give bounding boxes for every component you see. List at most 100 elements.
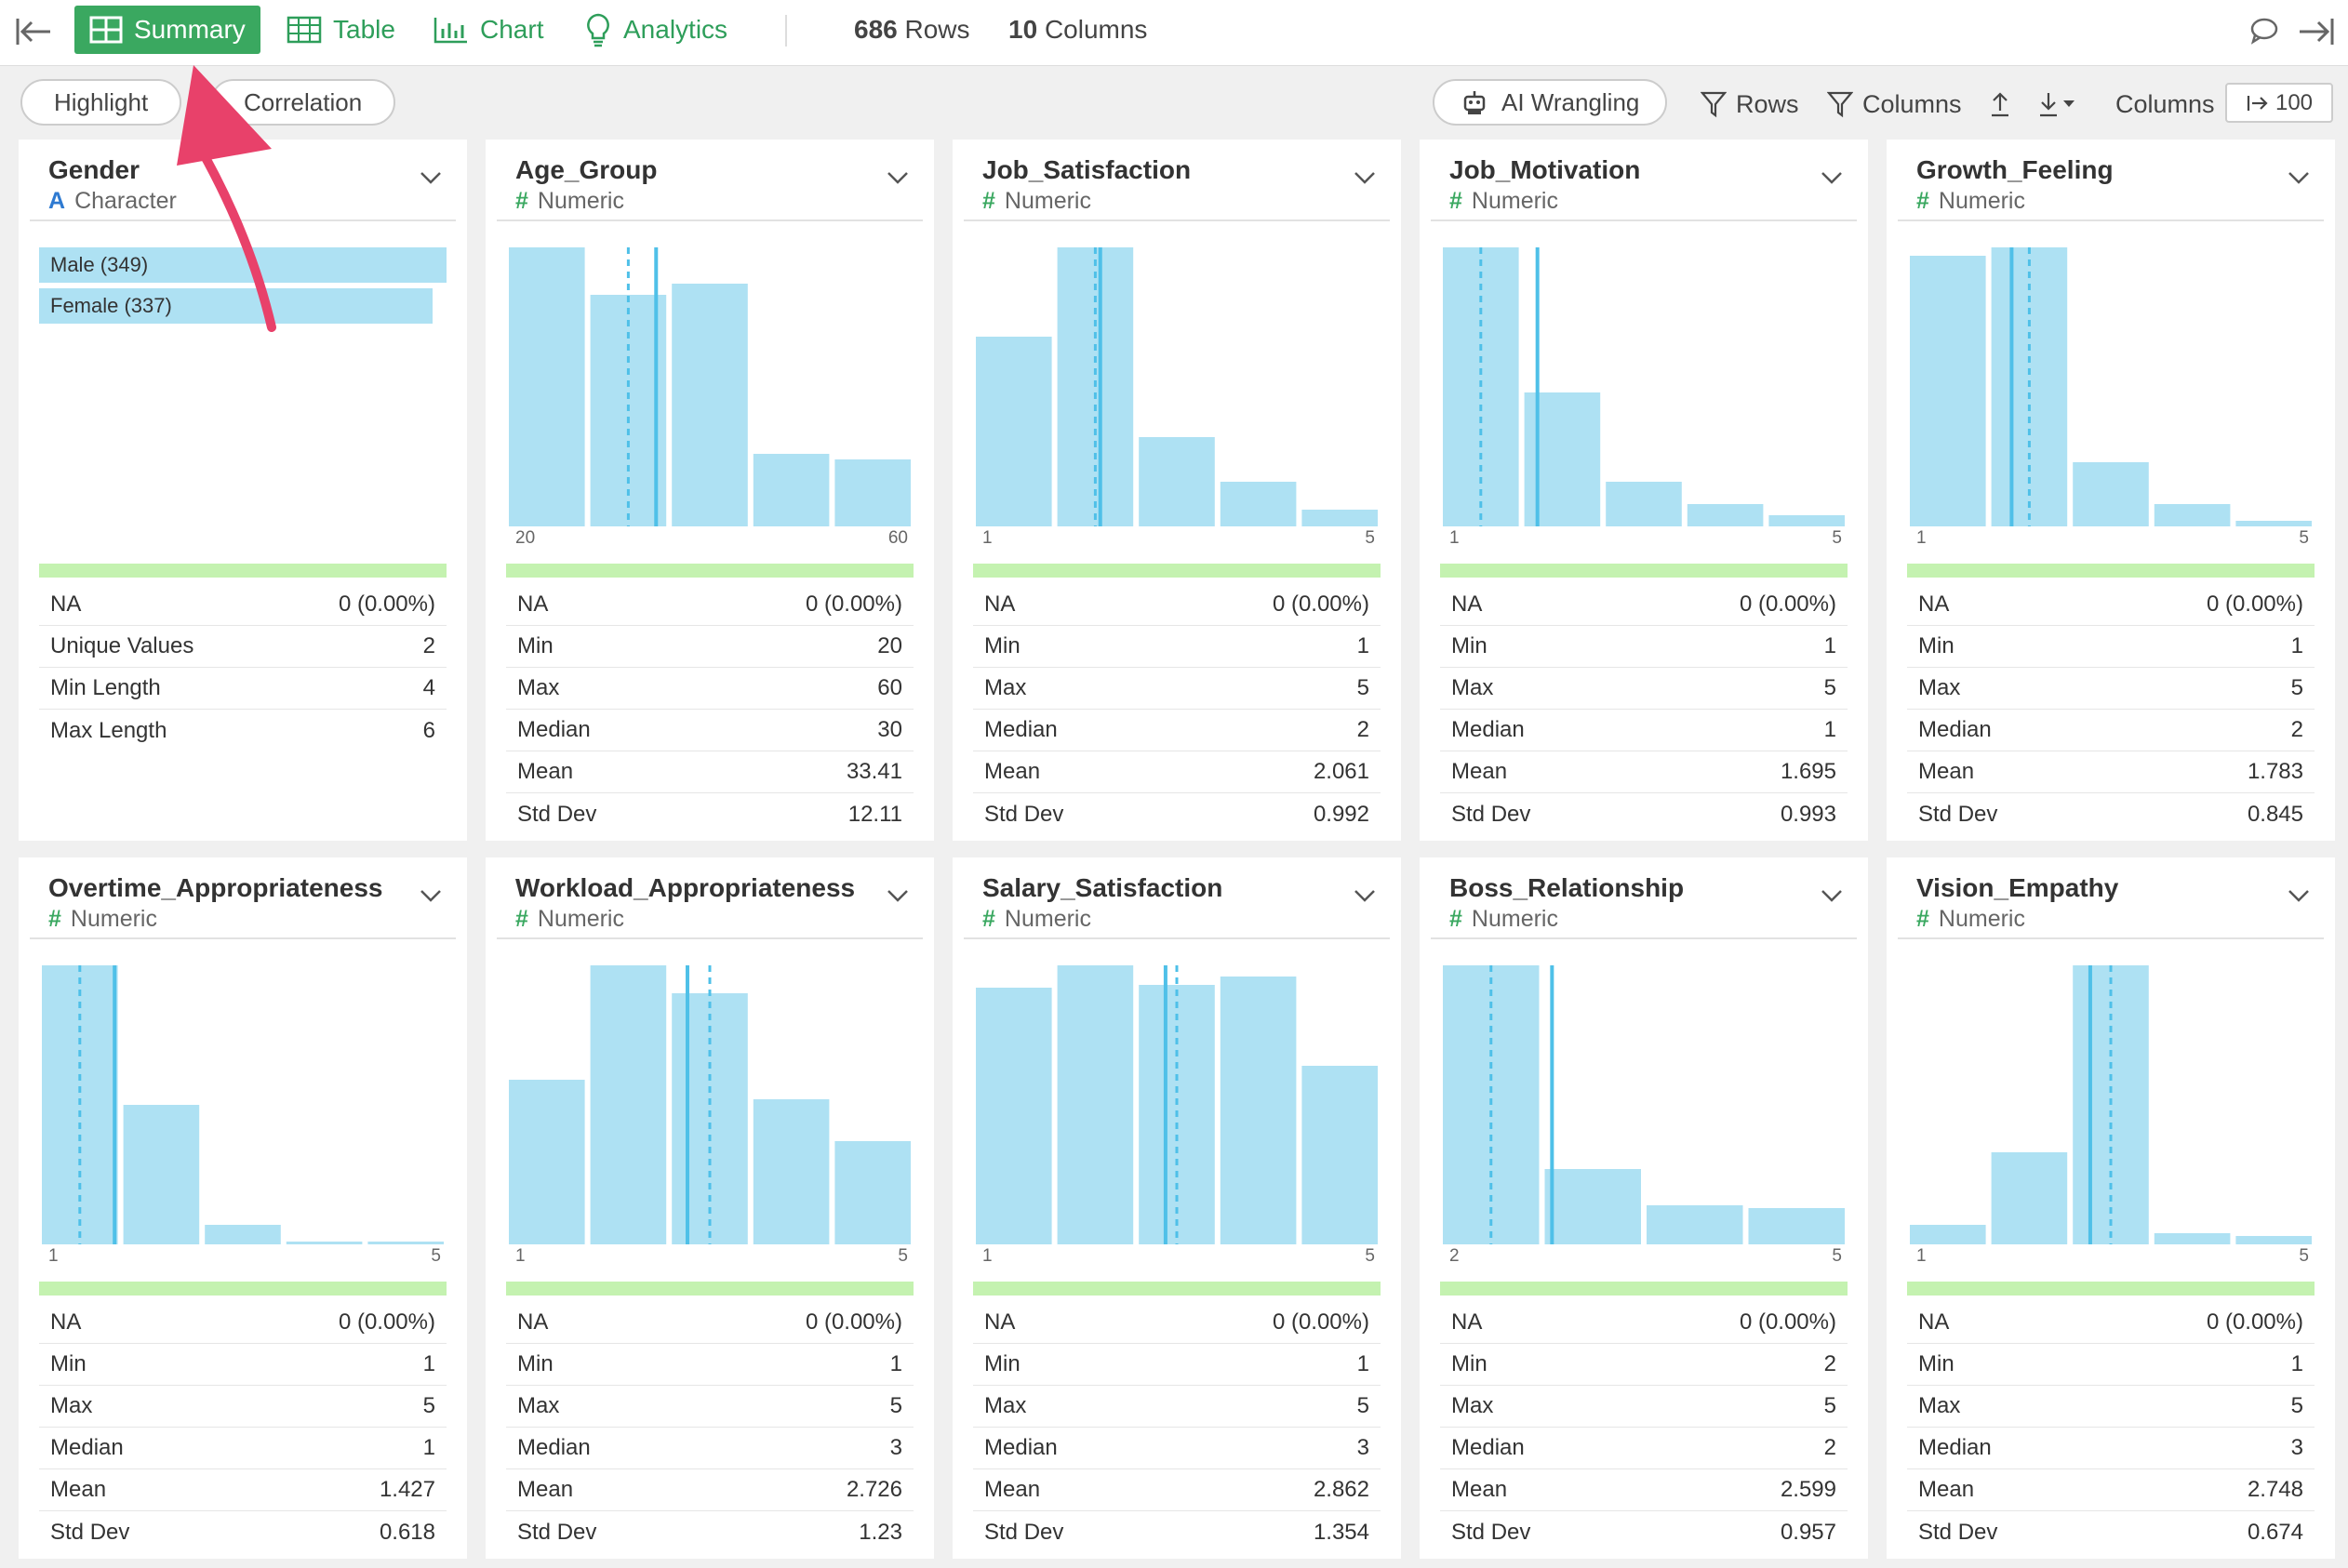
stat-label: Mean [50, 1477, 107, 1502]
histogram-bar[interactable] [2154, 1233, 2231, 1244]
stat-label: Median [50, 1435, 124, 1460]
column-header: Gender A Character [30, 140, 456, 221]
column-name: Overtime_Appropriateness [48, 873, 383, 902]
sort-descending-button[interactable] [2037, 86, 2078, 123]
histogram-bar[interactable] [834, 1141, 911, 1244]
column-type-label: Numeric [1471, 906, 1558, 932]
stat-label: Median [1918, 717, 1992, 742]
rows-filter-button[interactable]: Rows [1701, 86, 1799, 123]
histogram-bar[interactable] [590, 965, 667, 1244]
stat-row: Min 2 [1440, 1344, 1848, 1386]
category-bar[interactable]: Female (337) [39, 288, 433, 324]
chevron-down-icon[interactable] [419, 887, 443, 909]
axis-max-label: 5 [1365, 1246, 1375, 1263]
histogram-bar[interactable] [976, 988, 1052, 1244]
stat-label: Min [50, 1351, 87, 1376]
columns-count-value: 10 [1008, 15, 1038, 44]
histogram-bar[interactable] [976, 337, 1052, 526]
histogram-bar[interactable] [1301, 510, 1378, 526]
columns-filter-button[interactable]: Columns [1827, 86, 1962, 123]
stat-value: 2.599 [1780, 1477, 1836, 1502]
stat-value: 12.11 [847, 801, 902, 827]
histogram-bar[interactable] [1057, 965, 1134, 1244]
histogram-bar[interactable] [367, 1242, 444, 1244]
histogram-bar[interactable] [834, 459, 911, 526]
histogram-bar[interactable] [753, 454, 830, 526]
stat-row: NA 0 (0.00%) [973, 584, 1381, 626]
histogram-bar[interactable] [1139, 437, 1215, 526]
histogram-bar[interactable] [1301, 1066, 1378, 1244]
axis-min-label: 1 [515, 1246, 526, 1263]
summary-tab[interactable]: Summary [74, 6, 260, 54]
chevron-down-icon[interactable] [2287, 169, 2311, 191]
column-name: Boss_Relationship [1449, 873, 1685, 902]
column-type: # Numeric [1449, 188, 1558, 215]
collapse-right-icon[interactable] [2298, 15, 2335, 53]
analytics-tab[interactable]: Analytics [569, 6, 742, 54]
column-name: Growth_Feeling [1916, 155, 2114, 184]
histogram-bar[interactable] [1910, 256, 1986, 526]
histogram-bar[interactable] [2235, 1236, 2312, 1244]
histogram-bar[interactable] [1220, 482, 1297, 526]
stat-row: Max 5 [506, 1386, 914, 1428]
column-card: Workload_Appropriateness # Numeric 1 5 NA 0 (0… [486, 857, 934, 1559]
highlight-button[interactable]: Highlight [20, 79, 182, 126]
histogram-bar[interactable] [509, 247, 585, 526]
axis-max-label: 5 [1365, 528, 1375, 545]
histogram-bar[interactable] [672, 284, 748, 526]
stat-label: Max [517, 1393, 560, 1418]
chevron-down-icon[interactable] [886, 887, 910, 909]
histogram-bar[interactable] [1606, 482, 1682, 526]
correlation-button[interactable]: Correlation [210, 79, 396, 126]
chevron-down-icon[interactable] [1820, 887, 1844, 909]
stat-label: Min [1918, 633, 1954, 658]
category-bar[interactable]: Male (349) [39, 247, 447, 283]
histogram-bar[interactable] [205, 1225, 281, 1244]
stat-value: 3 [2290, 1435, 2303, 1460]
chevron-down-icon[interactable] [419, 169, 443, 191]
histogram-bar[interactable] [1647, 1205, 1743, 1244]
histogram-bar[interactable] [123, 1105, 200, 1244]
histogram-bar[interactable] [1220, 977, 1297, 1244]
histogram-bar[interactable] [1768, 515, 1845, 526]
table-tab[interactable]: Table [272, 6, 410, 54]
histogram-bar[interactable] [1748, 1208, 1846, 1244]
column-header: Job_Motivation # Numeric [1431, 140, 1857, 221]
histogram-bar[interactable] [672, 993, 748, 1244]
collapse-left-icon[interactable] [15, 15, 52, 53]
sort-ascending-button[interactable] [1989, 86, 2011, 123]
histogram-bar[interactable] [1544, 1169, 1642, 1244]
stat-value: 1 [1356, 633, 1369, 658]
stat-label: Std Dev [50, 1519, 130, 1545]
histogram-bar[interactable] [1910, 1225, 1986, 1244]
ai-wrangling-button[interactable]: AI Wrangling [1433, 79, 1668, 126]
chevron-down-icon[interactable] [1353, 169, 1377, 191]
histogram-bar[interactable] [753, 1099, 830, 1244]
stat-label: Min [984, 1351, 1021, 1376]
valid-values-bar [506, 1282, 914, 1296]
histogram-bar[interactable] [286, 1242, 363, 1244]
axis-min-label: 1 [1916, 528, 1927, 545]
filter-icon [1701, 91, 1727, 118]
histogram-bar[interactable] [509, 1080, 585, 1244]
histogram-bar[interactable] [1991, 1152, 2068, 1244]
column-card: Job_Motivation # Numeric 1 5 NA 0 (0.00%) Min 1 M… [1420, 140, 1868, 841]
histogram-bar[interactable] [1687, 504, 1764, 526]
columns-limit-input[interactable]: 100 [2225, 83, 2333, 123]
stats-table: NA 0 (0.00%) Min 1 Max 5 Median 3 Mean 2.862 Std D… [973, 1302, 1381, 1553]
chevron-down-icon[interactable] [2287, 887, 2311, 909]
comment-icon[interactable] [2249, 17, 2279, 49]
stat-row: Std Dev 0.993 [1440, 793, 1848, 835]
chart-tab[interactable]: Chart [419, 6, 558, 54]
chevron-down-icon[interactable] [1820, 169, 1844, 191]
stat-value: 5 [2290, 1393, 2303, 1418]
stat-value: 2 [1823, 1351, 1836, 1376]
histogram-bar[interactable] [2073, 462, 2149, 526]
chevron-down-icon[interactable] [886, 169, 910, 191]
chevron-down-icon[interactable] [1353, 887, 1377, 909]
valid-values-bar [39, 1282, 447, 1296]
stats-table: NA 0 (0.00%) Min 1 Max 5 Median 1 Mean 1.427 Std D… [39, 1302, 447, 1553]
stat-value: 0.957 [1780, 1519, 1836, 1545]
histogram-bar[interactable] [2235, 521, 2312, 526]
histogram-bar[interactable] [2154, 504, 2231, 526]
